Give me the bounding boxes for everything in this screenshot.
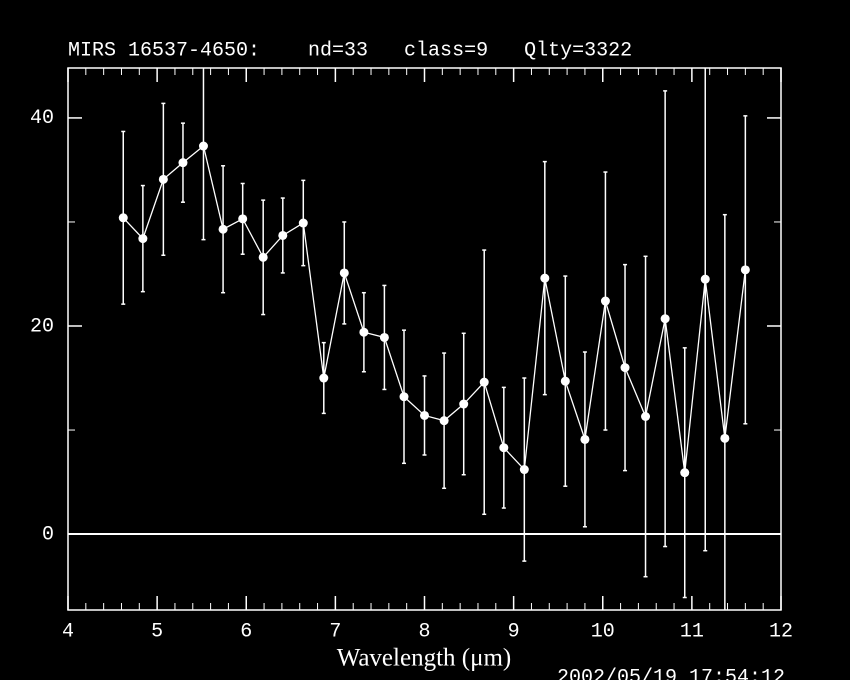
data-point: [560, 376, 570, 386]
data-point: [641, 412, 651, 422]
data-point: [540, 273, 550, 283]
data-point: [238, 214, 248, 224]
data-point: [680, 468, 690, 478]
data-point: [499, 443, 509, 453]
data-point: [298, 218, 308, 228]
data-point: [278, 230, 288, 240]
data-point: [399, 392, 409, 402]
x-tick-label: 7: [329, 620, 341, 643]
data-point: [479, 377, 489, 387]
x-axis-label: Wavelength (μm): [337, 645, 512, 672]
data-point: [198, 141, 208, 151]
plot-area: [118, 68, 750, 610]
chart-title: MIRS 16537-4650: nd=33 class=9 Qlty=3322: [68, 39, 632, 62]
data-point: [319, 373, 329, 383]
data-point: [138, 234, 148, 244]
data-point: [118, 213, 128, 223]
data-point: [439, 416, 449, 426]
data-point: [359, 327, 369, 337]
x-tick-label: 4: [62, 620, 74, 643]
x-tick-label: 10: [591, 620, 615, 643]
data-point: [158, 174, 168, 184]
data-point: [218, 224, 228, 234]
x-tick-label: 6: [240, 620, 252, 643]
x-tick-label: 5: [151, 620, 163, 643]
data-point: [258, 252, 268, 262]
data-point: [178, 158, 188, 168]
data-point: [379, 332, 389, 342]
timestamp: 2002/05/19 17:54:12: [557, 666, 785, 680]
data-point: [740, 265, 750, 275]
x-tick-label: 9: [508, 620, 520, 643]
data-line: [122, 144, 746, 473]
x-tick-label: 11: [680, 620, 704, 643]
data-point: [420, 410, 429, 420]
plot-frame: [67, 67, 782, 611]
data-point: [459, 399, 469, 409]
data-point: [720, 433, 730, 443]
data-point: [600, 296, 610, 306]
data-point: [620, 363, 630, 373]
y-tick-label: 0: [42, 523, 54, 546]
y-tick-label: 20: [30, 315, 54, 338]
data-point: [339, 268, 349, 278]
data-point: [660, 314, 670, 324]
data-point: [580, 434, 590, 444]
data-point: [700, 274, 710, 284]
x-tick-label: 12: [769, 620, 793, 643]
data-point: [519, 465, 529, 475]
y-tick-label: 40: [30, 107, 54, 130]
x-tick-label: 8: [418, 620, 430, 643]
